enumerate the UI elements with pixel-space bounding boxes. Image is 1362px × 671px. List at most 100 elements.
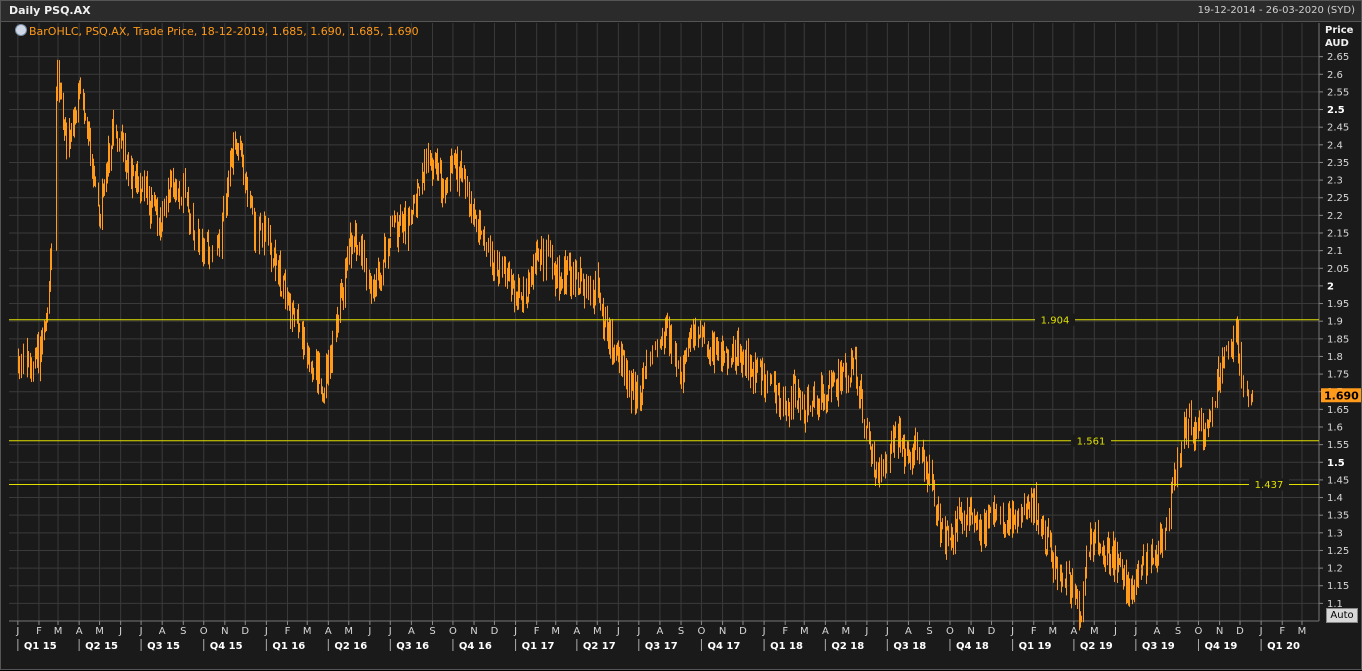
level-label-bg (1249, 478, 1289, 491)
month-label: A (905, 626, 912, 637)
month-label: M (54, 626, 63, 637)
quarter-label: Q2 17 (583, 641, 616, 652)
quarter-label: Q2 15 (85, 641, 118, 652)
quarter-label: Q2 18 (831, 641, 864, 652)
month-label: A (159, 626, 166, 637)
month-label: D (988, 626, 996, 637)
auto-scale-button[interactable]: Auto (1326, 608, 1358, 623)
month-label: O (449, 626, 457, 637)
quarter-label: Q1 20 (1267, 641, 1300, 652)
series-legend[interactable]: BarOHLC, PSQ.AX, Trade Price, 18-12-2019… (15, 24, 419, 38)
month-label: S (926, 626, 932, 637)
y-tick-label: 2.55 (1327, 87, 1349, 98)
quarter-label: Q3 15 (147, 641, 180, 652)
y-tick-label: 1.85 (1327, 334, 1349, 345)
y-tick-label: 2.65 (1327, 52, 1349, 63)
month-label: N (221, 626, 228, 637)
y-tick-label: 1.3 (1327, 528, 1343, 539)
quarter-label: Q1 18 (770, 641, 803, 652)
month-label: O (1195, 626, 1203, 637)
month-label: J (762, 626, 766, 637)
y-tick-label: 1.95 (1327, 299, 1349, 310)
month-label: M (303, 626, 312, 637)
month-label: A (1154, 626, 1161, 637)
y-tick-label: 2.3 (1327, 176, 1343, 187)
month-label: F (782, 626, 788, 637)
y-tick-label: 1.9 (1327, 317, 1343, 328)
y-tick-label: 2.25 (1327, 193, 1349, 204)
date-range: 19-12-2014 - 26-03-2020 (SYD) (1197, 5, 1355, 16)
price-axis-title-line1: Price (1325, 25, 1354, 36)
month-label: F (36, 626, 42, 637)
month-label: M (841, 626, 850, 637)
month-label: A (822, 626, 829, 637)
level-label: 1.437 (1255, 480, 1284, 491)
y-tick-label: 1.6 (1327, 423, 1343, 434)
quarter-label: Q2 19 (1080, 641, 1113, 652)
y-tick-label: 2.6 (1327, 70, 1343, 81)
month-label: J (1259, 626, 1263, 637)
month-label: M (1090, 626, 1099, 637)
month-label: A (408, 626, 415, 637)
plot-area (9, 23, 1319, 621)
title-bar: Daily PSQ.AX 19-12-2014 - 26-03-2020 (SY… (1, 1, 1361, 22)
month-label: M (800, 626, 809, 637)
last-price-tag (1321, 388, 1361, 403)
legend-settings-icon[interactable] (15, 24, 27, 36)
y-tick-label: 1.75 (1327, 370, 1349, 381)
month-label: S (429, 626, 435, 637)
chart-title: Daily PSQ.AX (9, 4, 91, 17)
month-label: A (76, 626, 83, 637)
y-tick-label: 2.1 (1327, 246, 1343, 257)
quarter-label: Q4 19 (1204, 641, 1237, 652)
quarter-label: Q4 17 (707, 641, 740, 652)
month-label: N (470, 626, 477, 637)
y-tick-label: 1.45 (1327, 475, 1349, 486)
month-label: J (513, 626, 517, 637)
month-label: J (139, 626, 143, 637)
level-label-bg (1035, 313, 1075, 326)
month-label: J (264, 626, 268, 637)
month-label: M (1298, 626, 1307, 637)
legend-text: BarOHLC, PSQ.AX, Trade Price, 18-12-2019… (29, 25, 419, 38)
month-label: N (719, 626, 726, 637)
quarter-label: Q4 18 (956, 641, 989, 652)
month-label: N (1216, 626, 1223, 637)
month-label: J (864, 626, 868, 637)
level-label-bg (1071, 434, 1111, 447)
level-label: 1.561 (1077, 436, 1106, 447)
y-tick-label: 1.4 (1327, 493, 1343, 504)
y-tick-label: 1.15 (1327, 581, 1349, 592)
price-axis-title-line2: AUD (1325, 38, 1349, 49)
y-tick-label: 1.65 (1327, 405, 1349, 416)
month-label: A (573, 626, 580, 637)
quarter-label: Q3 17 (645, 641, 678, 652)
month-label: F (1279, 626, 1285, 637)
quarter-label: Q1 19 (1019, 641, 1052, 652)
month-label: M (1048, 626, 1057, 637)
y-tick-label: 1.2 (1327, 564, 1343, 575)
quarter-label: Q3 19 (1142, 641, 1175, 652)
month-label: J (636, 626, 640, 637)
month-label: O (946, 626, 954, 637)
month-label: N (967, 626, 974, 637)
price-axis-title: Price AUD (1325, 24, 1353, 50)
month-label: J (885, 626, 889, 637)
y-tick-label: 1.35 (1327, 511, 1349, 522)
month-label: J (388, 626, 392, 637)
month-label: J (1133, 626, 1137, 637)
month-label: F (1031, 626, 1037, 637)
quarter-label: Q3 18 (893, 641, 926, 652)
month-label: J (616, 626, 620, 637)
y-tick-label: 2.05 (1327, 264, 1349, 275)
y-tick-label: 1.25 (1327, 546, 1349, 557)
month-label: M (551, 626, 560, 637)
month-label: A (325, 626, 332, 637)
quarter-label: Q1 17 (522, 641, 555, 652)
month-label: M (344, 626, 353, 637)
y-tick-label: 2.15 (1327, 229, 1349, 240)
y-tick-label: 1.5 (1327, 458, 1345, 469)
month-label: S (1175, 626, 1181, 637)
